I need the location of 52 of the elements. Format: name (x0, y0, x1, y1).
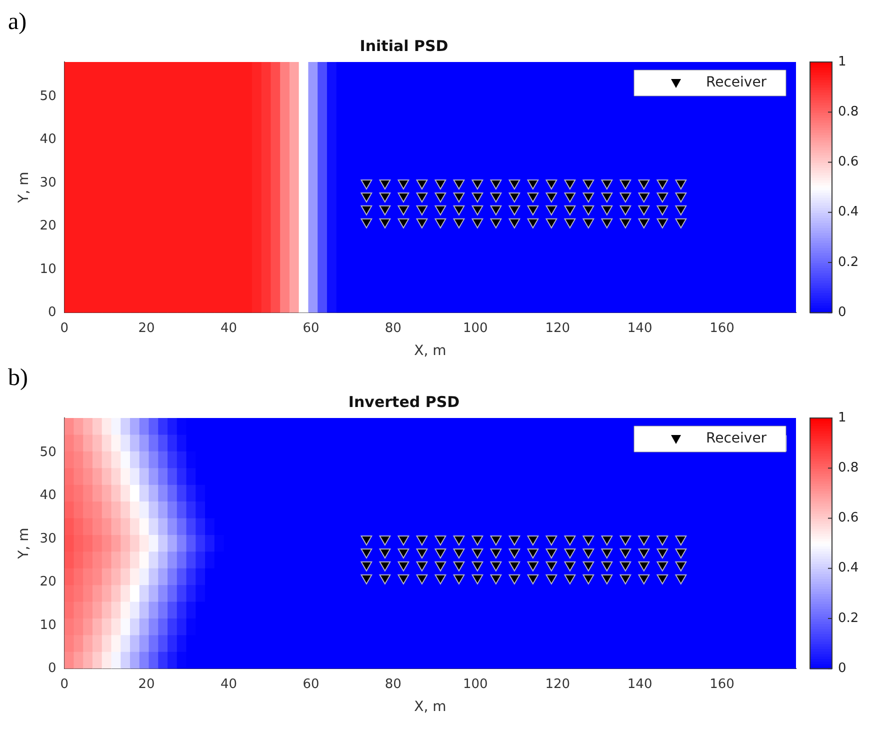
color-bar-label: 0.4 (838, 560, 859, 576)
x-tick-label: 40 (220, 676, 238, 692)
x-tick-label: 80 (384, 676, 402, 692)
x-tick-label: 140 (627, 676, 652, 692)
color-bar-label: 0.2 (838, 254, 859, 270)
y-tick-label: 30 (40, 175, 56, 190)
x-tick-label: 60 (302, 320, 320, 336)
x-tick-label: 40 (220, 320, 238, 336)
y-tick-label: 20 (40, 218, 56, 234)
text: b) (8, 364, 29, 392)
color-bar-label: 1 (838, 410, 846, 426)
chart-title: Initial PSD (360, 36, 448, 55)
x-tick-label: 20 (138, 676, 155, 692)
color-bar-label: 0.2 (838, 610, 859, 626)
x-tick-label: 120 (545, 676, 570, 692)
color-bar-label: 0.6 (838, 510, 859, 526)
color-bar-label: 0 (838, 304, 846, 320)
y-tick-label: 50 (40, 88, 56, 104)
y-axis-title: Y, m (16, 528, 32, 560)
color-bar-label: 0.8 (838, 104, 859, 120)
y-tick-label: 20 (40, 574, 56, 590)
color-bar-label: 0.6 (838, 154, 859, 170)
legend-label: Receiver (706, 74, 767, 91)
x-axis-title: X, m (414, 699, 446, 716)
x-tick-label: 100 (462, 676, 488, 692)
y-tick-label: 30 (40, 531, 56, 546)
x-tick-label: 100 (462, 320, 488, 336)
y-tick-label: 10 (40, 262, 56, 277)
y-tick-label: 40 (40, 132, 56, 148)
color-bar-label: 0.4 (838, 204, 859, 220)
y-tick-label: 40 (40, 488, 56, 504)
x-axis-title: X, m (414, 343, 446, 360)
y-tick-label: 0 (48, 660, 56, 676)
y-tick-label: 50 (40, 444, 56, 460)
color-bar-label: 0 (838, 660, 846, 676)
y-tick-label: 10 (40, 618, 56, 633)
x-tick-label: 60 (302, 676, 320, 692)
x-tick-label: 80 (384, 320, 402, 336)
text: a) (8, 8, 28, 36)
color-bar-label: 1 (838, 54, 846, 70)
x-tick-label: 120 (545, 320, 570, 336)
x-tick-label: 160 (710, 676, 734, 692)
x-tick-label: 160 (710, 320, 734, 336)
y-tick-label: 0 (48, 304, 56, 320)
x-tick-label: 0 (60, 320, 68, 336)
color-bar-label: 0.8 (838, 460, 859, 476)
y-axis-title: Y, m (16, 172, 32, 204)
x-tick-label: 20 (138, 320, 155, 336)
legend-label: Receiver (706, 430, 767, 447)
x-tick-label: 0 (60, 676, 68, 692)
x-tick-label: 140 (627, 320, 652, 336)
chart-title: Inverted PSD (348, 392, 460, 411)
